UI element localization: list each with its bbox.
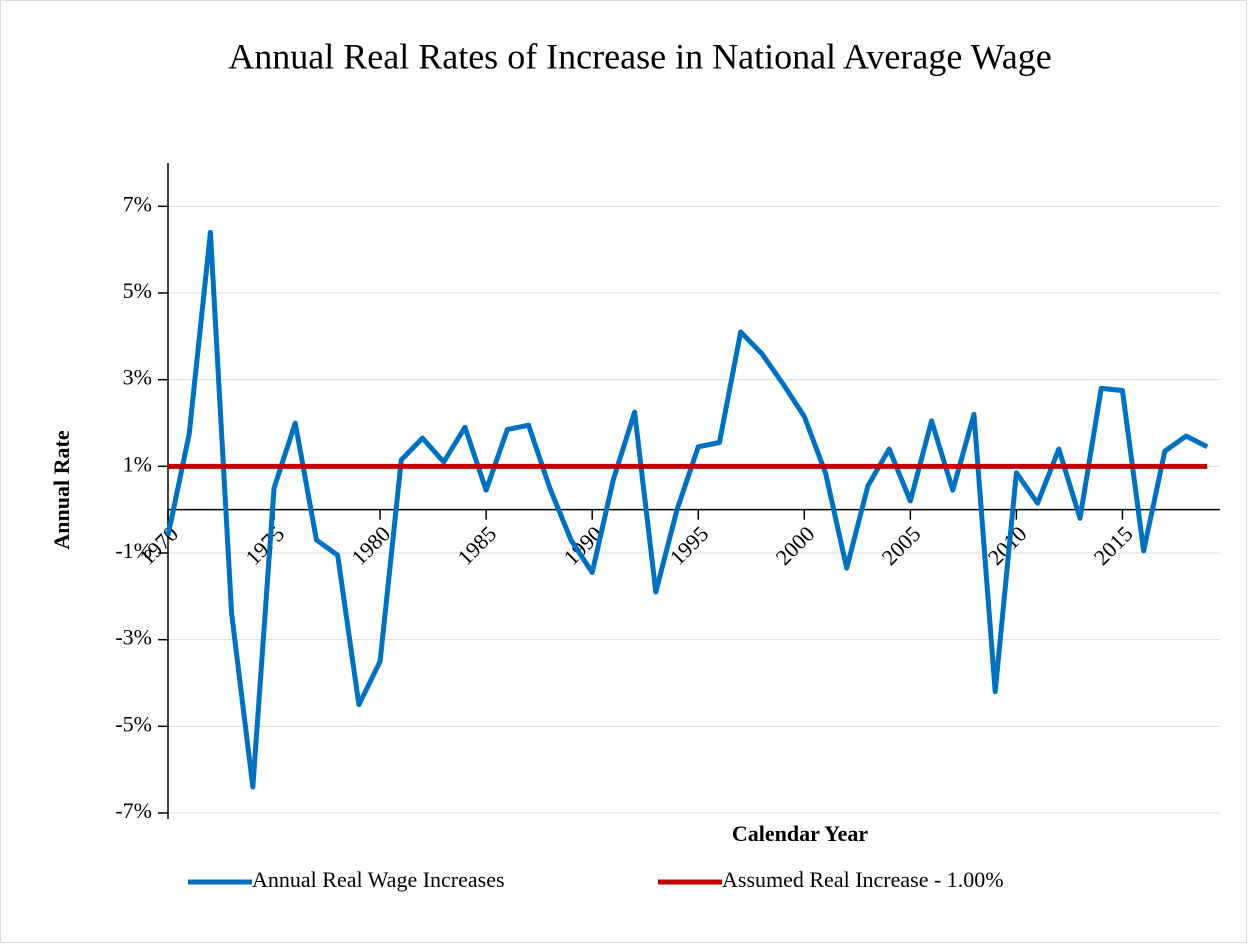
y-tick-label: 1%: [123, 451, 152, 476]
legend-label: Assumed Real Increase - 1.00%: [722, 867, 1004, 892]
y-tick-label: -3%: [115, 625, 152, 650]
y-tick-label: -1%: [115, 538, 152, 563]
y-tick-label: -5%: [115, 711, 152, 736]
x-axis-label: Calendar Year: [732, 821, 869, 846]
y-tick-label: 3%: [123, 365, 152, 390]
chart-title: Annual Real Rates of Increase in Nationa…: [228, 36, 1051, 76]
y-axis-label: Annual Rate: [49, 430, 74, 549]
y-tick-label: 5%: [123, 278, 152, 303]
y-tick-label: -7%: [115, 798, 152, 823]
data-line: [165, 229, 1209, 790]
legend-label: Annual Real Wage Increases: [252, 867, 505, 892]
y-tick-label: 7%: [123, 191, 152, 216]
